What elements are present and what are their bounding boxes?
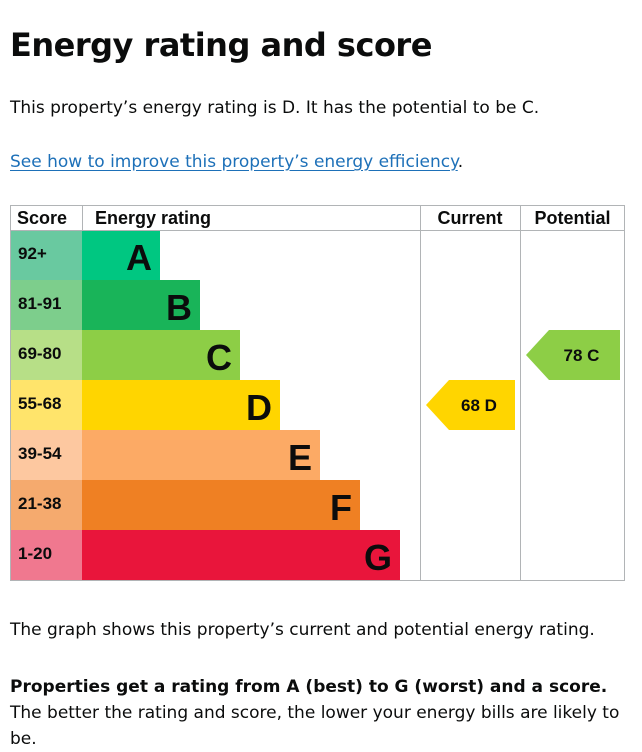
score-range-b: 81-91 bbox=[18, 294, 61, 313]
score-range-g: 1-20 bbox=[18, 544, 52, 563]
score-range-d: 55-68 bbox=[18, 394, 61, 413]
energy-rating-intro: This property’s energy rating is D. It h… bbox=[10, 98, 540, 118]
page-title: Energy rating and score bbox=[10, 26, 432, 64]
rating-letter-e: E bbox=[288, 437, 312, 478]
header-potential: Potential bbox=[534, 208, 610, 228]
improve-efficiency-link[interactable]: See how to improve this property’s energ… bbox=[10, 152, 458, 172]
rating-bar-a bbox=[82, 230, 160, 280]
header-score: Score bbox=[17, 208, 67, 228]
score-cell-a bbox=[10, 230, 82, 280]
score-cell-e bbox=[10, 430, 82, 480]
score-cell-f bbox=[10, 480, 82, 530]
header-energy-rating: Energy rating bbox=[95, 208, 211, 228]
rating-bar-e bbox=[82, 430, 320, 480]
score-range-a: 92+ bbox=[18, 244, 47, 263]
rating-bar-g bbox=[82, 530, 400, 580]
rating-bar-f bbox=[82, 480, 360, 530]
score-range-e: 39-54 bbox=[18, 444, 62, 463]
score-cell-b bbox=[10, 280, 82, 330]
score-range-f: 21-38 bbox=[18, 494, 61, 513]
energy-rating-graph: 92+ A 81-91 B 69-80 C 55-68 D 39-54 E 21-38 F 1-20 G S… bbox=[10, 205, 625, 581]
score-cell-d bbox=[10, 380, 82, 430]
rating-bar-d bbox=[82, 380, 280, 430]
score-cell-g bbox=[10, 530, 82, 580]
potential-rating-arrow bbox=[526, 330, 620, 380]
graph-description: The graph shows this property’s current … bbox=[10, 620, 595, 640]
rating-letter-c: C bbox=[206, 337, 232, 378]
current-rating-arrow bbox=[426, 380, 515, 430]
rating-letter-g: G bbox=[364, 537, 392, 578]
rating-bar-b bbox=[82, 280, 200, 330]
score-cell-c bbox=[10, 330, 82, 380]
rating-letter-f: F bbox=[330, 487, 352, 528]
rating-letter-b: B bbox=[166, 287, 192, 328]
link-suffix: . bbox=[457, 152, 464, 172]
rating-letter-a: A bbox=[126, 237, 152, 278]
rating-letter-d: D bbox=[246, 387, 272, 428]
potential-rating-label: 78 C bbox=[564, 346, 600, 365]
score-range-c: 69-80 bbox=[18, 344, 61, 363]
improve-link-line: See how to improve this property’s energ… bbox=[10, 150, 463, 174]
rating-explainer: Properties get a rating from A (best) to… bbox=[10, 674, 625, 752]
rating-explainer-bold: Properties get a rating from A (best) to… bbox=[10, 677, 608, 697]
chart-border bbox=[10, 205, 625, 581]
energy-rating-chart: 92+ A 81-91 B 69-80 C 55-68 D 39-54 E 21-38 F 1-20 G S… bbox=[10, 205, 625, 581]
rating-explainer-rest: The better the rating and score, the low… bbox=[10, 703, 620, 749]
header-current: Current bbox=[437, 208, 502, 228]
rating-bar-c bbox=[82, 330, 240, 380]
current-rating-label: 68 D bbox=[461, 396, 497, 415]
